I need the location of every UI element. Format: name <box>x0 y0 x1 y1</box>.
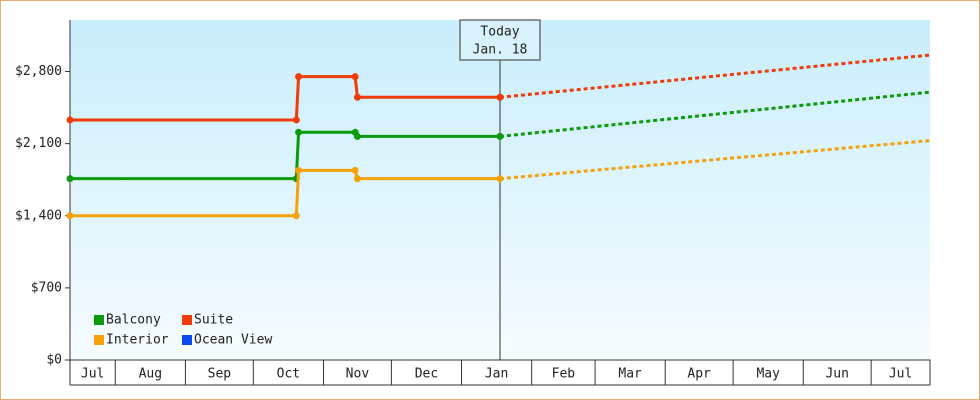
x-tick-label: Dec <box>415 367 438 382</box>
legend-swatch <box>182 335 192 345</box>
x-tick-label: Jan <box>485 367 508 382</box>
point <box>292 212 300 220</box>
x-tick-label: Aug <box>139 367 162 382</box>
today-label: Today <box>480 25 519 40</box>
x-tick-label: Feb <box>552 367 576 382</box>
x-tick-label: Oct <box>277 367 300 382</box>
today-box <box>459 19 541 61</box>
x-tick-label: Jul <box>889 367 912 382</box>
y-tick-label: $700 <box>31 280 62 295</box>
point <box>66 116 74 124</box>
point <box>351 166 359 174</box>
legend-swatch <box>182 315 192 325</box>
x-tick-label: Mar <box>618 367 642 382</box>
point <box>295 73 303 81</box>
point <box>66 175 74 183</box>
point <box>295 166 303 174</box>
line <box>70 130 500 181</box>
legend-label: Interior <box>106 333 169 348</box>
point <box>353 175 361 183</box>
projection-line <box>499 53 931 99</box>
point <box>353 132 361 140</box>
x-tick-label: Sep <box>208 367 232 382</box>
point <box>292 116 300 124</box>
x-tick-label: Jul <box>81 367 104 382</box>
today-label: Jan. 18 <box>473 43 528 58</box>
point <box>353 93 361 101</box>
point <box>295 128 303 136</box>
projection-line <box>499 90 931 138</box>
point <box>496 132 504 140</box>
point <box>496 93 504 101</box>
legend-label: Suite <box>194 313 233 328</box>
x-tick-label: May <box>756 367 780 382</box>
y-tick-label: $2,100 <box>15 136 62 151</box>
line <box>70 168 500 218</box>
line <box>70 75 500 122</box>
point <box>351 73 359 81</box>
y-tick-label: $2,800 <box>15 64 62 79</box>
legend-swatch <box>94 315 104 325</box>
point <box>496 175 504 183</box>
legend-label: Balcony <box>106 313 161 328</box>
x-tick-label: Apr <box>687 367 711 382</box>
legend-swatch <box>94 335 104 345</box>
x-tick-label: Nov <box>346 367 370 382</box>
y-tick-label: $0 <box>46 353 62 368</box>
legend-label: Ocean View <box>194 333 272 348</box>
point <box>66 212 74 220</box>
y-tick-label: $1,400 <box>15 208 62 223</box>
projection-line <box>499 139 931 181</box>
x-tick-label: Jun <box>825 367 848 382</box>
